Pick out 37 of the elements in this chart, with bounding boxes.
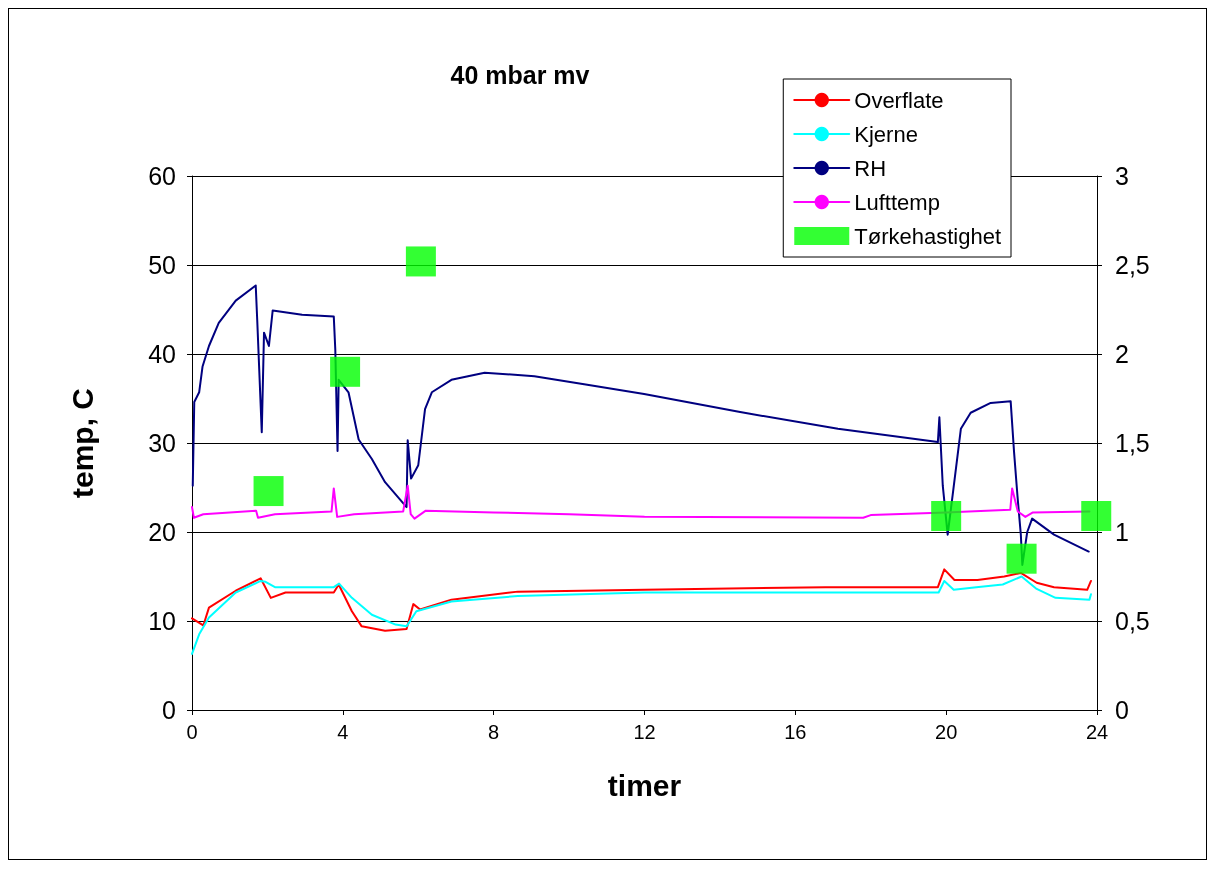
y-tick-label: 40 [148,340,176,368]
legend-label: Lufttemp [854,189,940,215]
y-tick-label: 10 [148,607,176,635]
y2-tick-label: 1 [1115,518,1129,546]
line-series [191,568,1092,632]
legend-label: Tørkehastighet [854,223,1002,249]
y2-tick-label: 3 [1115,162,1129,190]
y2-tick-label: 0,5 [1115,607,1150,635]
chart-title: 40 mbar mv [450,60,590,89]
y2-tick-label: 2 [1115,340,1129,368]
point [330,356,361,387]
x-tick-label: 16 [784,721,807,743]
line-series [191,575,1092,655]
y2-tick-label: 0 [1115,696,1129,724]
y-tick-label: 50 [148,251,176,279]
legend-label: Kjerne [854,121,918,147]
y-axis-title: temp, C [65,387,99,499]
point [1081,500,1112,531]
y-tick-label: 0 [162,696,176,724]
y2-tick-label: 1,5 [1115,429,1150,457]
legend-label: RH [854,155,887,181]
point [1006,543,1037,574]
y-tick-label: 60 [148,162,176,190]
y-tick-label: 30 [148,429,176,457]
point [253,476,284,507]
x-axis-title: timer [607,768,682,802]
y-tick-label: 20 [148,518,176,546]
x-tick-label: 0 [186,721,198,743]
x-tick-label: 12 [633,721,656,743]
point [931,500,962,531]
y2-tick-label: 2,5 [1115,251,1150,279]
point [405,246,436,277]
x-tick-label: 4 [337,721,349,743]
x-tick-label: 24 [1085,721,1109,743]
x-tick-label: 20 [935,721,958,743]
legend-label: Overflate [854,87,944,113]
x-tick-label: 8 [488,721,500,743]
